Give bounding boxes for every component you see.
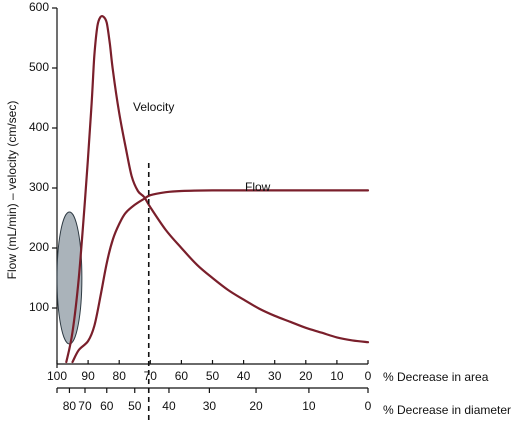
y-tick-label: 500 xyxy=(29,60,49,74)
diameter-tick-label: 60 xyxy=(100,399,114,413)
y-axis: 100 200 300 400 500 600 xyxy=(29,0,57,368)
area-tick-label: 0 xyxy=(365,369,372,383)
area-tick-label: 10 xyxy=(330,369,344,383)
series-line-velocity xyxy=(66,16,368,362)
diameter-axis: 80 70 60 50 40 30 20 10 0 xyxy=(57,388,372,413)
area-tick-label: 70 xyxy=(144,369,158,383)
area-tick-label: 100 xyxy=(47,369,67,383)
diameter-tick-label: 0 xyxy=(365,399,372,413)
area-axis-title: % Decrease in area xyxy=(383,370,489,384)
diameter-tick-label: 50 xyxy=(128,399,142,413)
diameter-tick-label: 40 xyxy=(162,399,176,413)
diameter-tick-label: 30 xyxy=(203,399,217,413)
y-tick-label: 300 xyxy=(29,180,49,194)
y-tick-label: 400 xyxy=(29,120,49,134)
y-axis-title: Flow (mL/min) – velocity (cm/sec) xyxy=(5,101,19,280)
diameter-axis-title: % Decrease in diameter xyxy=(383,403,511,417)
y-tick-label: 100 xyxy=(29,300,49,314)
series-line-flow xyxy=(73,190,369,362)
plot-area xyxy=(57,16,368,420)
y-tick-label: 600 xyxy=(29,0,49,14)
area-tick-label: 80 xyxy=(113,369,127,383)
area-axis: 100 90 80 70 60 50 40 30 20 10 0 xyxy=(47,360,372,383)
area-tick-label: 50 xyxy=(206,369,220,383)
area-tick-label: 30 xyxy=(268,369,282,383)
diameter-tick-label: 80 xyxy=(63,399,77,413)
diameter-tick-label: 70 xyxy=(78,399,92,413)
flow-series-label: Flow xyxy=(245,180,271,194)
diameter-tick-label: 10 xyxy=(302,399,316,413)
velocity-series-label: Velocity xyxy=(133,100,174,114)
area-tick-label: 60 xyxy=(175,369,189,383)
y-tick-label: 200 xyxy=(29,240,49,254)
area-tick-label: 90 xyxy=(81,369,95,383)
area-tick-label: 40 xyxy=(237,369,251,383)
area-tick-label: 20 xyxy=(299,369,313,383)
diameter-tick-label: 20 xyxy=(249,399,263,413)
